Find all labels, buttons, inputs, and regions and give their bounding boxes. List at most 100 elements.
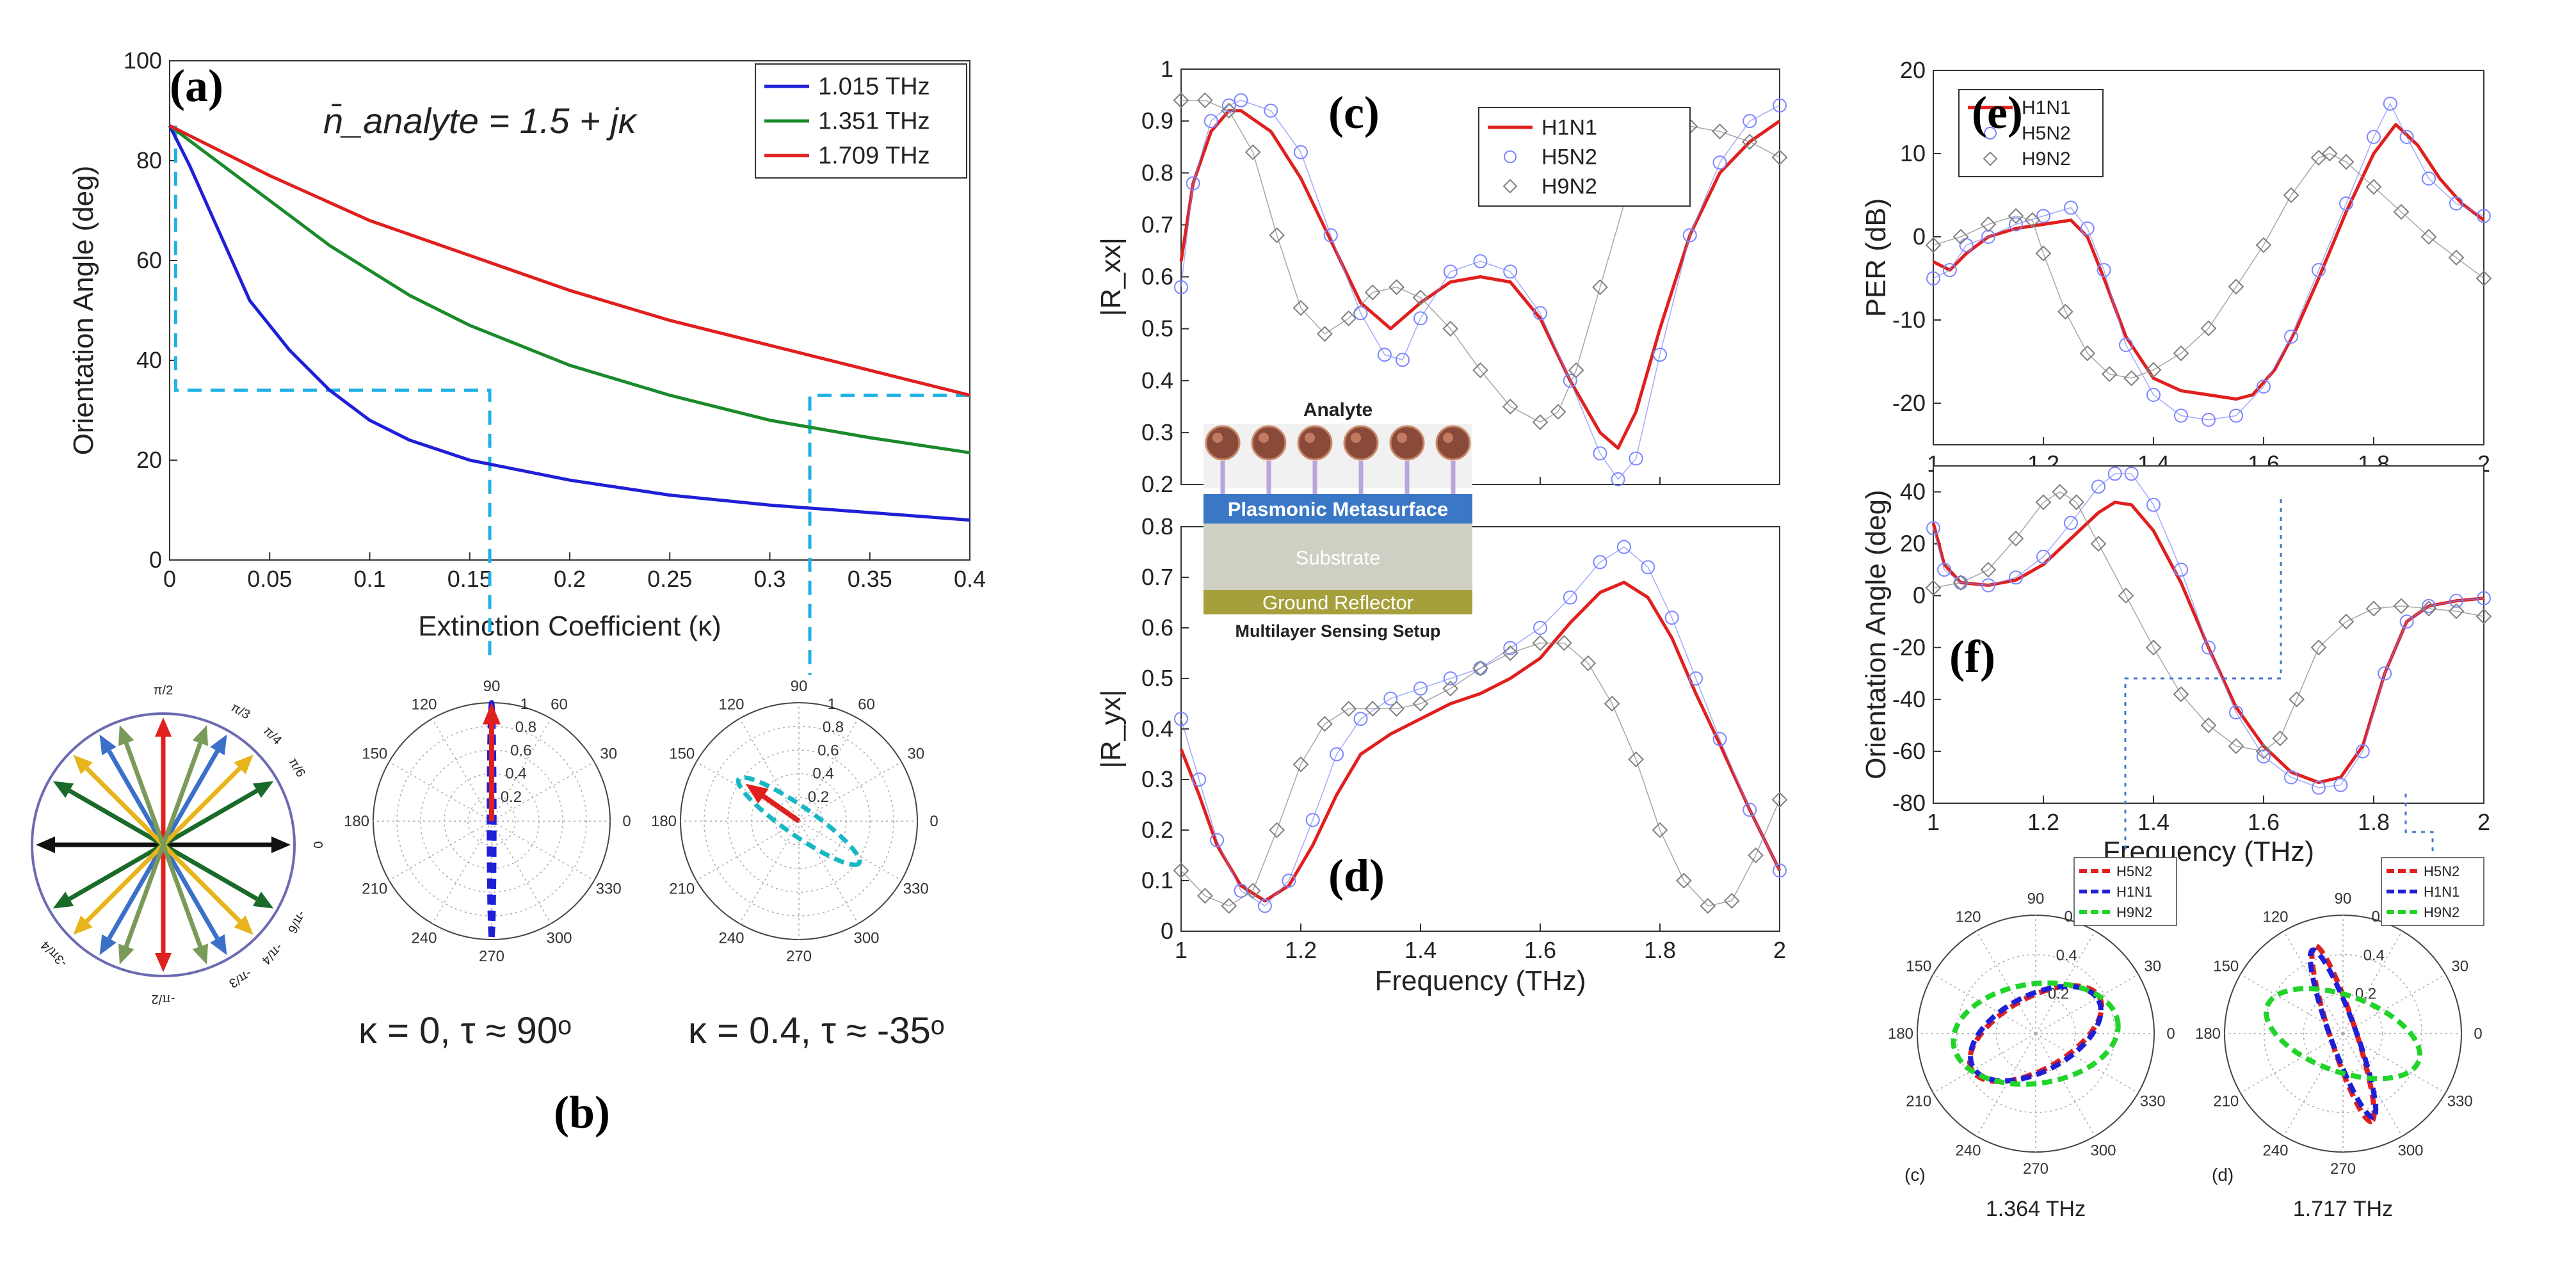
unit-circle-arrow-head (210, 934, 227, 956)
unit-circle-arrow (161, 844, 203, 948)
series-marker-h9n2 (1952, 575, 1969, 591)
guide-line-kappa-0-4 (808, 394, 970, 675)
unit-circle-arrow (161, 749, 220, 846)
y-tick-label: 80 (136, 147, 162, 173)
polar-spoke (2283, 1033, 2344, 1137)
analyte-molecule (1389, 425, 1425, 461)
unit-circle-arrow-head (252, 892, 274, 909)
legend-label: 1.351 THz (818, 108, 930, 135)
y-tick-label: 0.4 (1141, 367, 1173, 394)
series-marker-h5n2 (2383, 97, 2397, 111)
polar-spoke (696, 761, 800, 822)
series-marker-h5n2 (1593, 446, 1607, 461)
series-marker-h9n2 (2173, 686, 2189, 703)
series-marker-h9n2 (2118, 588, 2134, 604)
y-tick-label: 0 (149, 547, 162, 573)
series-line-h1n1 (1179, 580, 1782, 903)
y-tick-label: 20 (136, 447, 162, 473)
unit-circle-arrow (68, 842, 165, 901)
panel-b-polar-kappa-0: 0 30 60 90 120 150 180 210 240 270 300 330 0.2 0.4 0.6… (344, 678, 631, 965)
series-marker-h5n2 (1937, 563, 1952, 577)
unit-circle-arrow-head (192, 725, 209, 746)
series-marker-h5n2 (2091, 479, 2105, 494)
y-tick-label: 0.9 (1141, 108, 1173, 134)
series-marker-h9n2 (2475, 270, 2492, 287)
polar-angle-label: 300 (2090, 1142, 2116, 1160)
polar-ring (467, 797, 516, 845)
series-line-1-015-thz (168, 125, 970, 522)
series-marker-h5n2 (2036, 549, 2050, 564)
series-marker-h9n2 (1316, 326, 1333, 342)
unit-circle-arrow-head (99, 734, 117, 756)
polarization-ellipse-h1n1 (1968, 984, 2104, 1084)
polar-angle-label: 300 (2397, 1142, 2423, 1160)
series-marker-h5n2 (1503, 641, 1518, 655)
inset-analyte-label: Analyte (1303, 399, 1373, 420)
polar-spoke (389, 761, 492, 822)
y-axis-label: Orientation Angle (deg) (1860, 490, 1892, 780)
series-marker-h9n2 (2228, 738, 2244, 755)
polar-spoke (2035, 973, 2139, 1034)
polarization-ellipse-h9n2 (1951, 980, 2121, 1087)
analyte-region (1203, 424, 1472, 488)
polar-ring (1956, 954, 2116, 1114)
series-marker-h5n2 (1926, 271, 1940, 285)
x-axis-label: Frequency (THz) (1374, 965, 1586, 996)
unit-circle-label: -π/3 (227, 966, 254, 991)
polar-radius-label: 0.8 (515, 719, 536, 736)
series-marker-h5n2 (1443, 264, 1458, 279)
polar-spoke (2240, 973, 2344, 1034)
analyte-molecules (1205, 425, 1471, 494)
polar-spoke (1933, 973, 2036, 1034)
y-tick-label: 0 (1913, 582, 1926, 609)
series-marker-h9n2 (1592, 279, 1608, 296)
unit-circle-arrow-head (118, 943, 134, 964)
series-marker-h5n2 (1773, 863, 1787, 878)
series-marker-h9n2 (1173, 862, 1189, 879)
polar-caption: 1.364 THz (1986, 1197, 2086, 1221)
unit-circle-arrow-head (192, 943, 209, 964)
polar-angle-label: 0 (930, 813, 938, 830)
series-marker-h9n2 (1712, 123, 1728, 140)
legend-label: H9N2 (2022, 148, 2071, 170)
polar-angle-label: 330 (596, 881, 622, 898)
polar-angle-label: 0 (2166, 1025, 2175, 1043)
series-marker-h9n2 (1316, 716, 1333, 732)
series-marker-h5n2 (1942, 263, 1957, 277)
series-marker-h9n2 (1675, 872, 1692, 889)
series-marker-h5n2 (2399, 130, 2414, 144)
series-marker-h5n2 (1257, 899, 1272, 913)
panel-a-line-chart: 0 0.05 0.1 0.15 0.2 0.25 0.3 0.35 0.4 0 20 40 60 80 10… (68, 47, 986, 675)
y-axis-label: Orientation Angle (deg) (68, 166, 99, 456)
multilayer-inset: Analyte Plasmonic Metasurface Substrate … (1203, 399, 1472, 641)
polar-spoke (389, 820, 492, 881)
series-marker-h9n2 (2068, 494, 2085, 511)
polar-ring (2263, 954, 2423, 1114)
polar-angle-label: 240 (718, 930, 744, 947)
panel-label-d: (d) (1328, 850, 1385, 901)
series-marker-h9n2 (1502, 645, 1518, 661)
series-marker-h5n2 (2477, 209, 2491, 223)
legend-label: H5N2 (2424, 863, 2459, 879)
polar-spoke (1933, 1033, 2036, 1094)
series-marker-h5n2 (1629, 451, 1643, 466)
polar-angle-label: 180 (1888, 1025, 1913, 1043)
polar-spoke (2240, 1033, 2344, 1094)
y-tick-label: 40 (1900, 479, 1926, 505)
polar-spoke (2342, 1033, 2403, 1137)
series-line-h9n2 (1933, 491, 2484, 752)
analyte-molecule-highlight (1305, 433, 1315, 443)
series-marker-h9n2 (2310, 639, 2327, 656)
y-axis-label: PER (dB) (1860, 198, 1892, 317)
y-tick-label: -60 (1892, 738, 1926, 764)
polar-angle-label: 0 (622, 813, 631, 830)
series-marker-h5n2 (1616, 540, 1631, 554)
guide-line-kappa-0 (173, 125, 492, 659)
polar-angle-label: 90 (2027, 890, 2045, 908)
series-marker-h9n2 (1472, 660, 1488, 676)
polar-angle-label: 330 (2447, 1093, 2473, 1110)
series-marker-h9n2 (1980, 216, 1997, 232)
unit-circle-arrow (107, 844, 166, 940)
series-marker-h5n2 (1192, 772, 1207, 787)
series-marker-h5n2 (1353, 306, 1368, 321)
